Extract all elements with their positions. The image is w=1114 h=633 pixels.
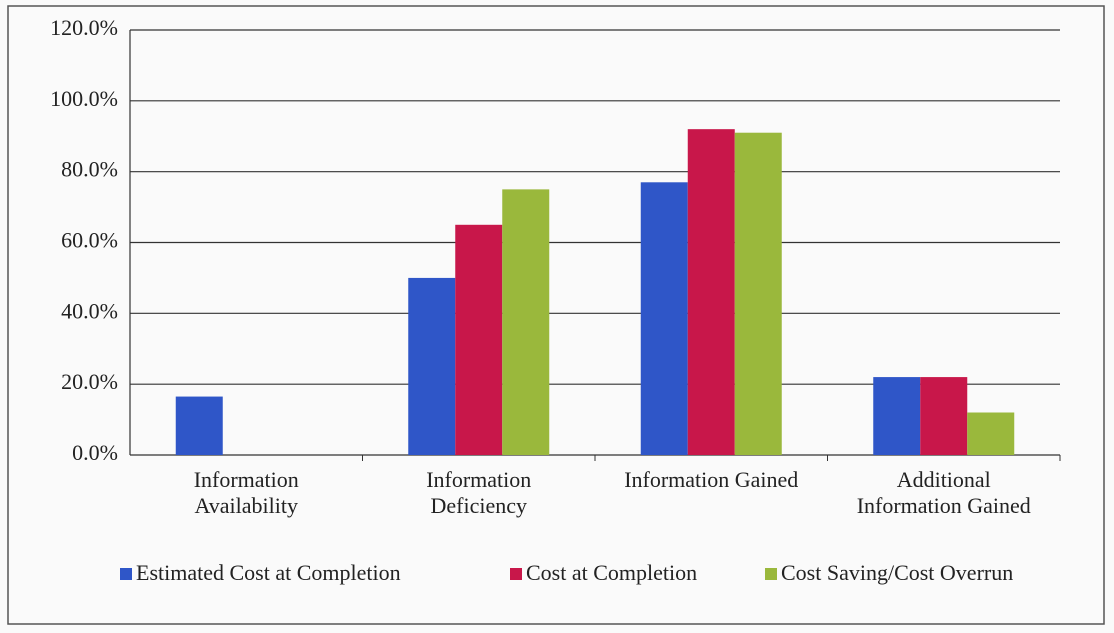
y-tick-label: 20.0% (61, 369, 118, 394)
bar (967, 412, 1015, 455)
x-tick-label: Information Deficiency (426, 467, 532, 518)
bar (687, 129, 735, 455)
bar (408, 277, 456, 455)
y-tick-label: 0.0% (72, 440, 118, 465)
y-tick-label: 60.0% (61, 228, 118, 253)
y-tick-label: 100.0% (50, 86, 118, 111)
legend-label: Cost Saving/Cost Overrun (781, 560, 1014, 585)
legend-label: Cost at Completion (526, 560, 698, 585)
y-tick-label: 80.0% (61, 157, 118, 182)
legend-swatch (120, 568, 132, 580)
legend-swatch (765, 568, 777, 580)
x-tick-label: Additional Information Gained (856, 467, 1031, 518)
legend-label: Estimated Cost at Completion (136, 560, 401, 585)
bar (920, 377, 968, 455)
bar (734, 132, 782, 456)
bar (502, 189, 550, 455)
bar (640, 182, 688, 455)
legend-item: Cost Saving/Cost Overrun (765, 560, 1013, 586)
bar (873, 377, 921, 455)
x-tick-label: Information Availability (193, 467, 299, 518)
bar (175, 396, 223, 455)
y-tick-label: 120.0% (50, 15, 118, 40)
bar (455, 224, 503, 455)
legend-item: Cost at Completion (510, 560, 697, 586)
x-tick-label: Information Gained (624, 467, 799, 492)
legend-item: Estimated Cost at Completion (120, 560, 401, 586)
chart-border (7, 5, 1105, 625)
y-tick-label: 40.0% (61, 298, 118, 323)
legend-swatch (510, 568, 522, 580)
